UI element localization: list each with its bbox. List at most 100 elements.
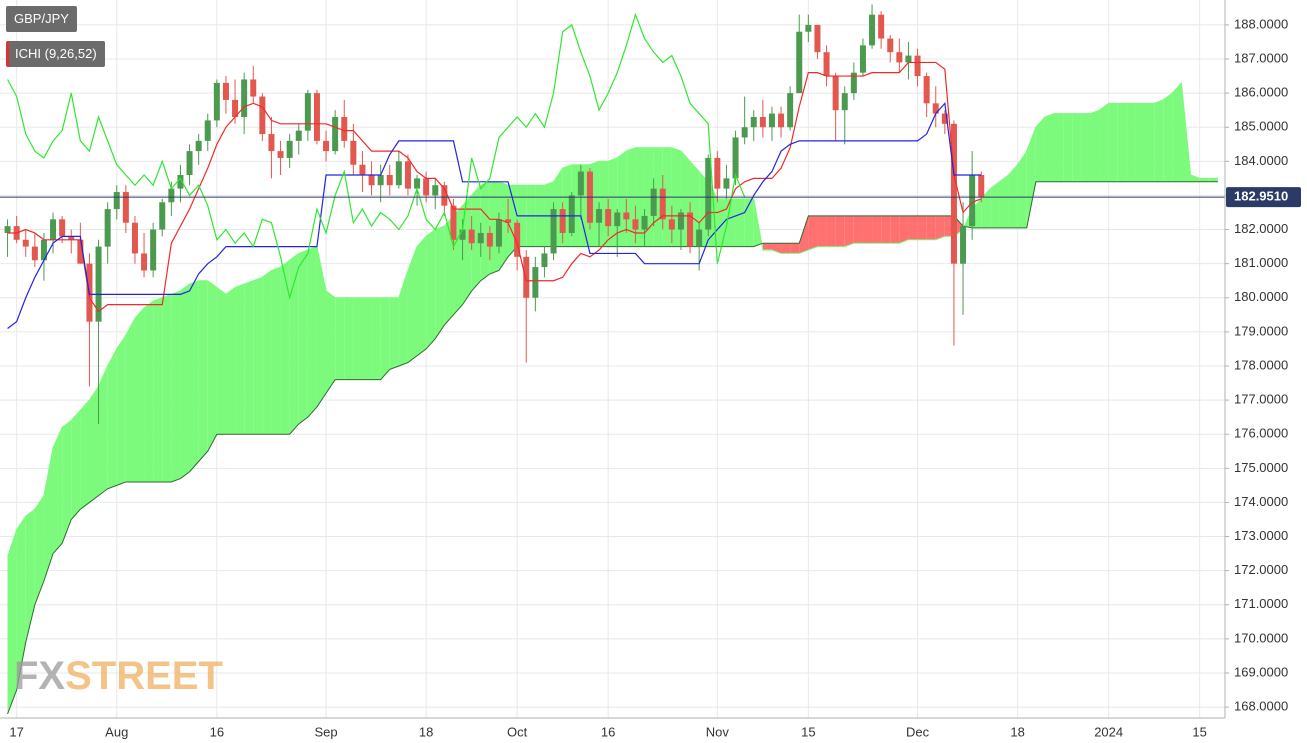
candle-body <box>923 76 930 104</box>
cloud-segment <box>1145 103 1155 182</box>
cloud-segment <box>1199 178 1209 182</box>
candle-body <box>313 93 320 141</box>
y-tick-label: 173.0000 <box>1234 528 1288 543</box>
candle-body <box>495 219 502 247</box>
cloud-segment <box>389 297 399 370</box>
x-tick-label: 18 <box>419 724 433 739</box>
y-tick-label: 177.0000 <box>1234 392 1288 407</box>
cloud-segment <box>872 215 882 244</box>
candle-body <box>432 185 439 196</box>
cloud-segment <box>790 243 800 254</box>
plot-area <box>0 4 1225 715</box>
candle-body <box>395 161 402 186</box>
cloud-segment <box>271 267 281 435</box>
candle-body <box>841 93 848 111</box>
cloud-segment <box>417 236 427 356</box>
candle-body <box>295 130 302 141</box>
cloud-segment <box>1072 113 1082 182</box>
cloud-segment <box>471 185 481 291</box>
candle-body <box>131 222 138 254</box>
candle-body <box>177 174 184 189</box>
cloud-segment <box>1108 103 1118 182</box>
cloud-segment <box>25 509 35 643</box>
candle-body <box>350 140 357 165</box>
candle-body <box>486 232 493 247</box>
candle-body <box>650 188 657 216</box>
candle-body <box>186 151 193 175</box>
candle-body <box>814 24 821 53</box>
cloud-segment <box>808 215 818 251</box>
y-tick-label: 172.0000 <box>1234 562 1288 577</box>
candle-body <box>687 212 694 247</box>
candle-body <box>805 24 812 32</box>
cloud-segment <box>426 229 436 349</box>
cloud-segment <box>1099 103 1109 182</box>
cloud-segment <box>1063 113 1073 182</box>
candle-body <box>468 229 475 244</box>
y-tick-label: 181.0000 <box>1234 255 1288 270</box>
candle-body <box>514 222 521 257</box>
candle-body <box>641 215 648 230</box>
cloud-segment <box>744 198 754 247</box>
candle-body <box>623 212 630 220</box>
candle-body <box>614 212 621 227</box>
x-tick-label: Sep <box>314 724 337 739</box>
candle-body <box>577 171 584 196</box>
cloud-segment <box>444 215 454 326</box>
cloud-segment <box>990 181 1000 228</box>
candle-body <box>978 174 985 198</box>
cloud-segment <box>1117 103 1127 182</box>
cloud-segment <box>799 215 809 254</box>
y-tick-label: 176.0000 <box>1234 426 1288 441</box>
cloud-segment <box>216 287 226 435</box>
cloud-segment <box>362 297 372 380</box>
cloud-segment <box>735 198 745 247</box>
candle-body <box>232 99 239 117</box>
candle-body <box>323 140 330 152</box>
cloud-segment <box>53 427 63 554</box>
cloud-segment <box>16 516 26 691</box>
candle-body <box>168 188 175 203</box>
cloud-segment <box>498 181 509 271</box>
cloud-segment <box>298 250 308 424</box>
candle-body <box>204 120 211 141</box>
candle-body <box>878 14 885 39</box>
cloud-segment <box>153 297 163 482</box>
watermark-part: FX <box>14 654 65 698</box>
candle-body <box>941 113 948 124</box>
candle-body <box>714 157 721 189</box>
candle-body <box>68 236 75 240</box>
cloud-segment <box>43 447 54 581</box>
cloud-segment <box>981 188 991 228</box>
cloud-segment <box>917 215 927 240</box>
cloud-segment <box>1090 110 1100 182</box>
cloud-segment <box>134 308 145 482</box>
candle-body <box>77 239 84 264</box>
cloud-segment <box>1163 93 1173 182</box>
cloud-segment <box>771 243 782 254</box>
watermark: FXSTREET <box>14 654 223 698</box>
x-tick-label: 15 <box>1192 724 1206 739</box>
indicator-label: ICHI (9,26,52) <box>6 41 105 67</box>
candle-body <box>768 113 775 128</box>
candle-body <box>778 113 785 128</box>
candle-body <box>250 79 257 97</box>
y-tick-label: 171.0000 <box>1234 596 1288 611</box>
cloud-segment <box>326 290 336 394</box>
cloud-segment <box>407 246 418 363</box>
candle-body <box>122 192 129 223</box>
candle-body <box>677 212 684 230</box>
y-tick-label: 178.0000 <box>1234 357 1288 372</box>
candle-body <box>459 229 466 240</box>
last-price-label: 182.9510 <box>1234 189 1288 204</box>
cloud-segment <box>489 181 499 274</box>
cloud-segment <box>125 318 135 482</box>
candle-body <box>960 226 967 264</box>
cloud-segment <box>999 174 1009 228</box>
cloud-segment <box>1044 113 1055 182</box>
candle-body <box>286 140 293 158</box>
candle-body <box>759 116 766 128</box>
x-tick-label: Dec <box>906 724 930 739</box>
candle-body <box>4 226 11 233</box>
